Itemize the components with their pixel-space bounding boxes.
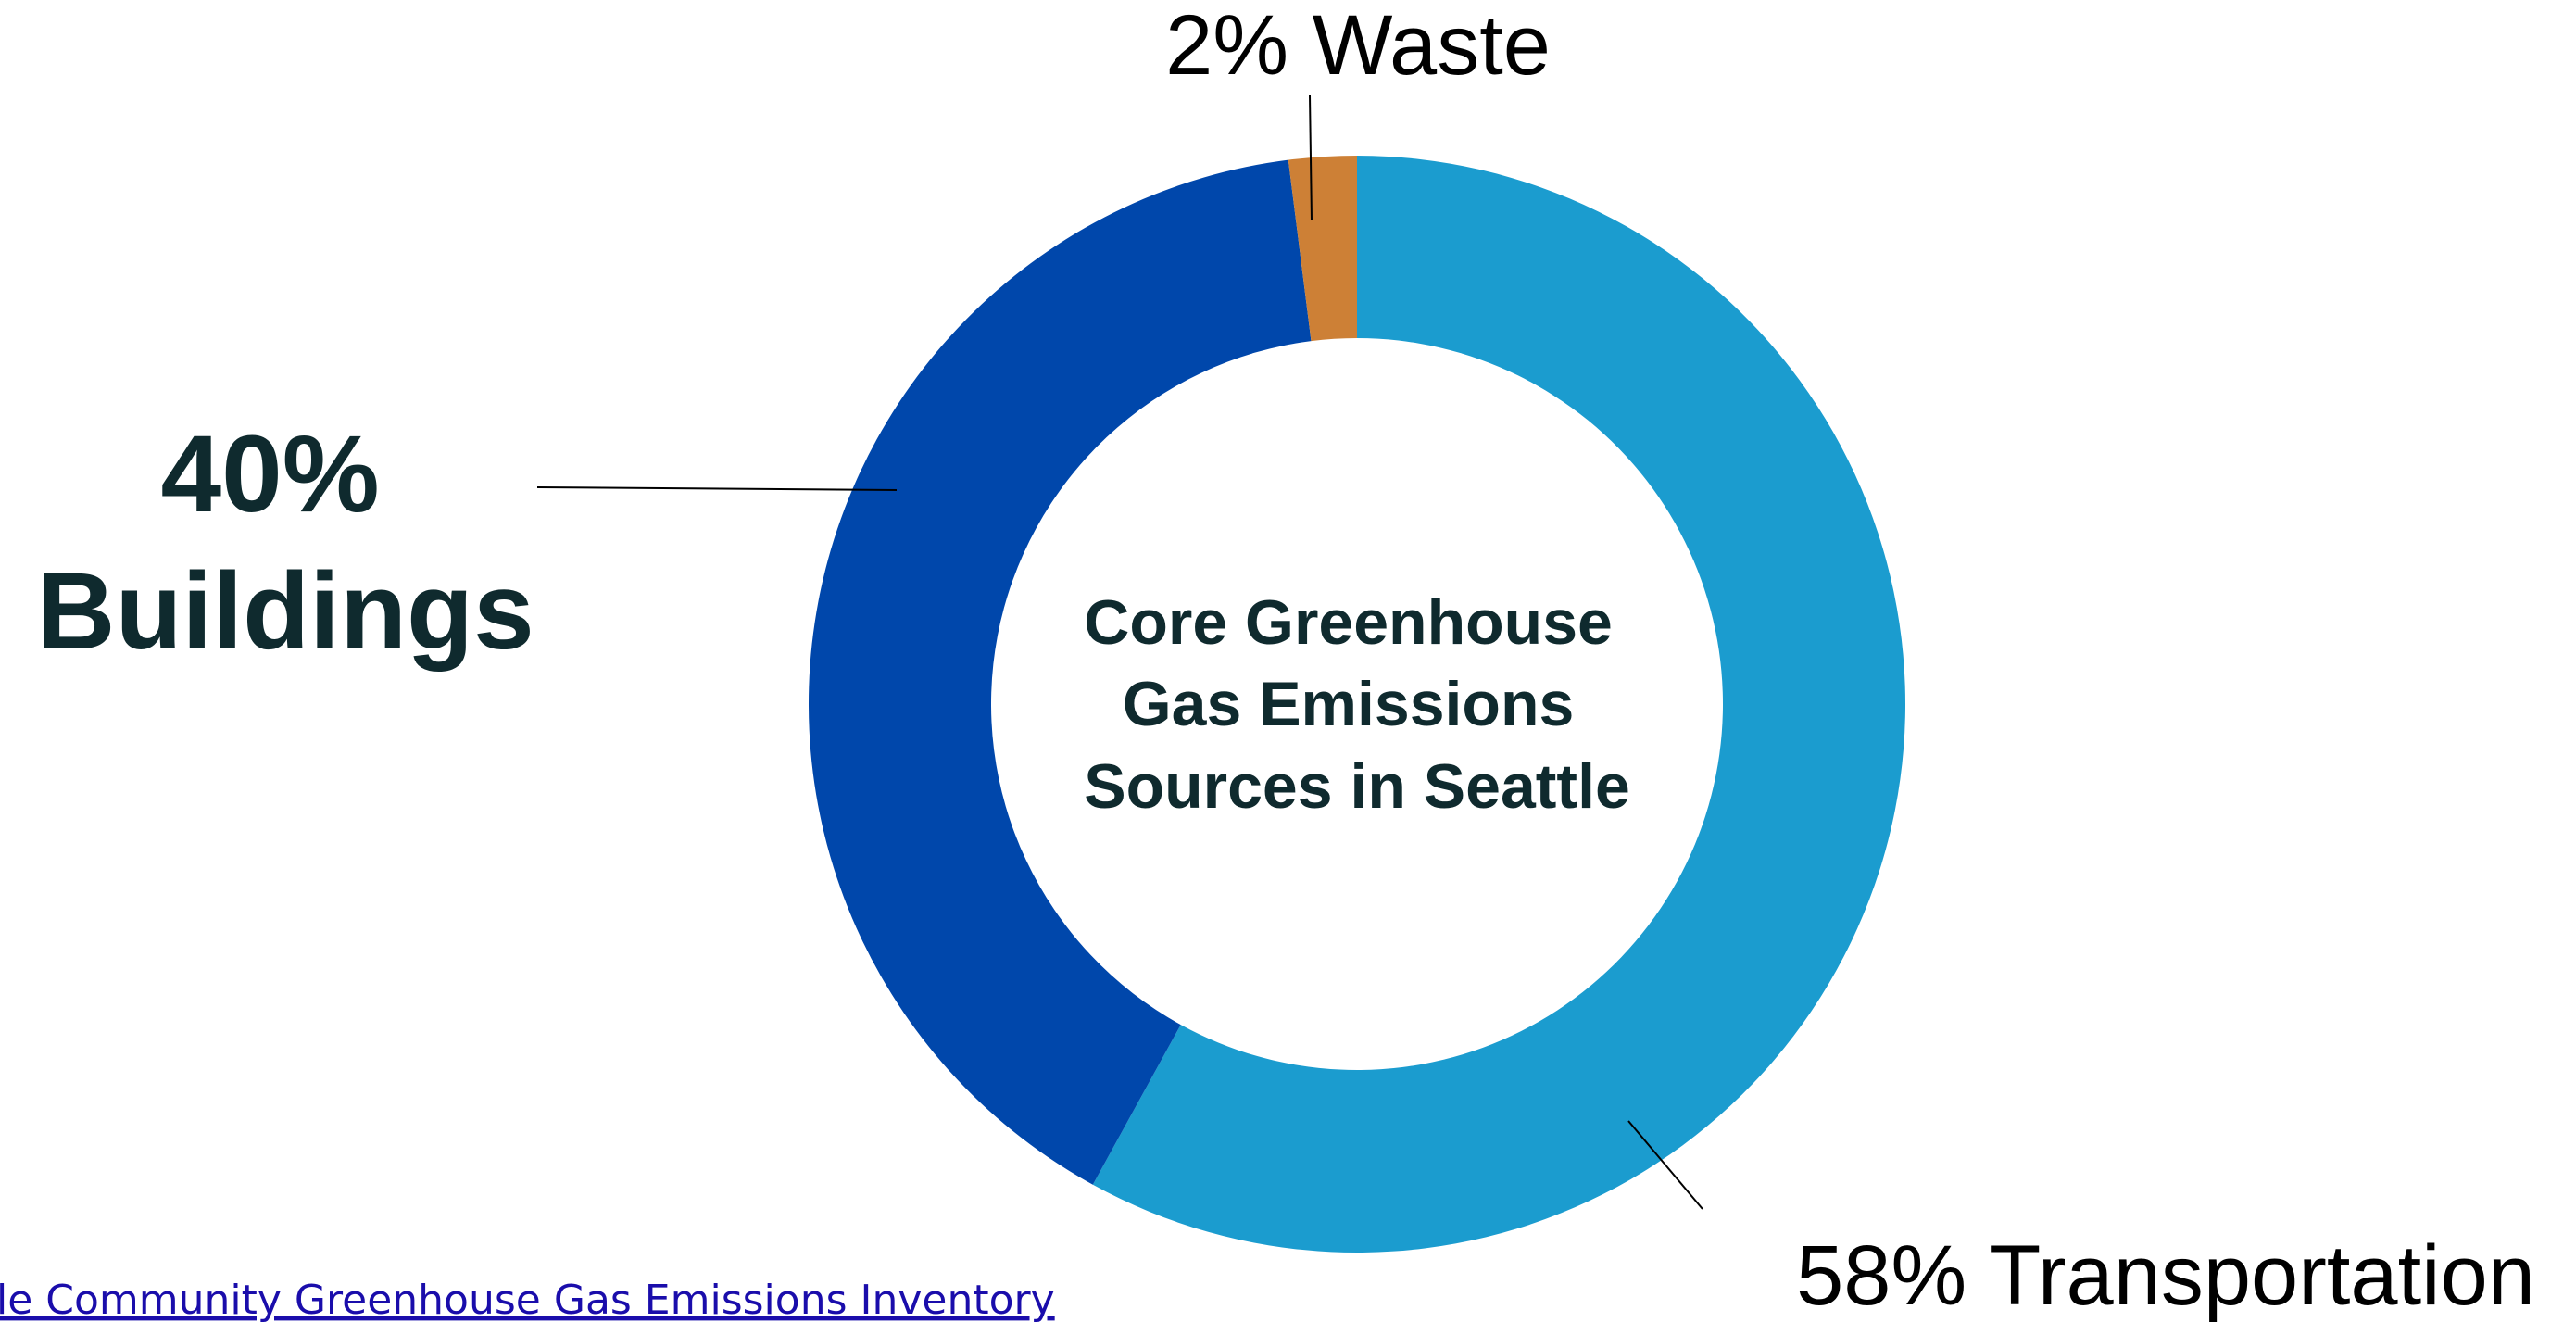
slice-transportation [1092, 156, 1905, 1253]
center-title-line-2: Gas Emissions [1123, 669, 1575, 739]
slice-waste [1288, 156, 1357, 342]
leader-line-waste [1309, 94, 1313, 221]
slice-label-buildings-name: Buildings [36, 550, 534, 673]
center-title: Core Greenhouse Gas Emissions Sources in… [1084, 587, 1630, 822]
slice-buildings [809, 159, 1312, 1185]
slices-layer [809, 156, 1905, 1253]
center-title-line-3: Sources in Seattle [1084, 751, 1630, 822]
center-title-line-1: Core Greenhouse [1084, 587, 1613, 658]
slice-label-buildings-percent: 40% [161, 413, 380, 535]
slice-label-transportation: 58% Transportation [1796, 1228, 2535, 1322]
slice-label-waste: 2% Waste [1165, 0, 1551, 93]
leader-line-buildings [536, 486, 898, 491]
slice-label-buildings: 40% Buildings [36, 413, 534, 673]
leader-line-transportation [1627, 1120, 1703, 1210]
source-link[interactable]: le Community Greenhouse Gas Emissions In… [0, 1277, 1055, 1322]
